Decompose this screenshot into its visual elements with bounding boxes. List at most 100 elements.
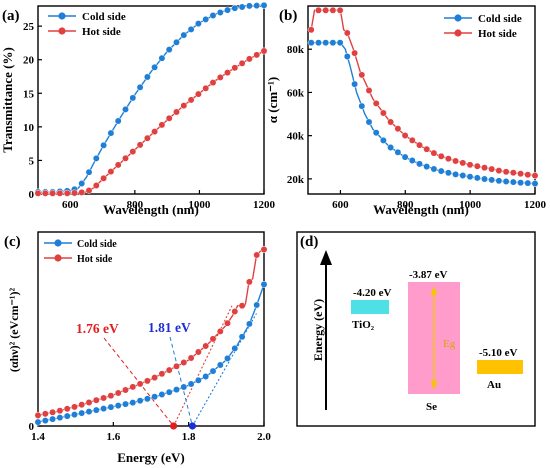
panel-2-series-1-point bbox=[245, 278, 253, 286]
panel-0-series-0-point bbox=[202, 15, 210, 23]
panel-2-series-0-point bbox=[63, 412, 71, 420]
panel-1-series-1-point bbox=[322, 6, 330, 14]
panel-b: (b) 600 800 1000 1200 20k 40k 60k 80k Cold side… bbox=[265, 5, 547, 217]
panel-0-series-0-point bbox=[260, 1, 268, 9]
panel-1-series-0-point bbox=[524, 179, 532, 187]
panel-2-xtick-label-0: 1.4 bbox=[31, 431, 45, 443]
panel-2-series-0-point bbox=[194, 376, 202, 384]
panel-2-series-0-point bbox=[224, 354, 231, 362]
panel-0-series-1-point bbox=[238, 59, 246, 67]
panel-2-series-0-point bbox=[260, 280, 268, 288]
panel-1-xtick-label-3: 1200 bbox=[524, 199, 547, 211]
panel-2-series-0-point bbox=[71, 411, 78, 419]
panel-1-series-0-point bbox=[444, 169, 452, 177]
panel-0-series-1-point bbox=[165, 114, 173, 122]
legend-label-cold-c: Cold side bbox=[77, 239, 117, 250]
panel-1-series-1-point bbox=[517, 170, 525, 178]
legend-marker-hot-b bbox=[454, 29, 462, 37]
panel-1-series-1-point bbox=[416, 141, 423, 149]
panel-2-series-1-point bbox=[180, 359, 188, 366]
panel-0-xtick-label-3: 1200 bbox=[253, 199, 276, 211]
panel-2-series-0-point bbox=[143, 395, 151, 403]
panel-0-series-0-point bbox=[216, 9, 224, 16]
panel-2-series-1-point bbox=[122, 386, 129, 394]
panel-1-series-0-point bbox=[408, 157, 416, 164]
legend-marker-hot bbox=[58, 27, 66, 35]
legend-label-hot-b: Hot side bbox=[478, 28, 517, 40]
leader-1-81 bbox=[169, 336, 193, 427]
panel-1-series-0-point bbox=[459, 172, 467, 179]
panel-2-series-1-point bbox=[49, 408, 57, 416]
panel-0-series-0-point bbox=[245, 2, 253, 10]
panel-0-series-1-point bbox=[100, 174, 108, 182]
panel-2-series-1-point bbox=[231, 308, 239, 315]
panel-1-series-0-point bbox=[387, 144, 395, 151]
panel-2-series-1-point bbox=[143, 377, 151, 385]
panel-0-series-0-point bbox=[158, 54, 166, 62]
panel-1-series-0-point bbox=[452, 170, 460, 178]
legend-label-hot: Hot side bbox=[82, 26, 121, 38]
annotation-1-81-ev: 1.81 eV bbox=[148, 320, 191, 335]
panel-2-series-0-point bbox=[173, 386, 180, 394]
panel-2-series-0-point bbox=[216, 361, 224, 369]
au-label: Au bbox=[487, 379, 501, 391]
panel-1-series-0-point bbox=[358, 102, 366, 110]
panel-b-frame bbox=[307, 5, 536, 195]
panel-0-series-1-point bbox=[194, 90, 202, 98]
panel-0-series-1-point bbox=[63, 189, 71, 197]
panel-2-series-1-point bbox=[107, 392, 115, 400]
panel-2-series-1-point bbox=[41, 410, 49, 418]
panel-1-series-1-point bbox=[379, 109, 387, 117]
bandgap-label: Eg bbox=[443, 338, 456, 350]
energy-axis-arrowhead bbox=[320, 250, 332, 265]
panel-1-series-1-point bbox=[524, 171, 532, 179]
panel-0-series-0-point bbox=[180, 31, 188, 39]
panel-0-series-1-point bbox=[187, 96, 195, 104]
panel-0-series-0-point bbox=[129, 94, 137, 102]
panel-0-series-1-point bbox=[136, 141, 144, 149]
panel-1-ytick-label-0: 20k bbox=[287, 174, 305, 186]
panel-1-series-0-point bbox=[379, 136, 387, 144]
panel-1-series-1-point bbox=[351, 49, 359, 57]
panel-b-xlabel: Wavelength (nm) bbox=[373, 202, 469, 217]
panel-2-series-0-point bbox=[202, 373, 210, 380]
panel-2-series-0-point bbox=[136, 397, 144, 405]
panel-2-series-0-point bbox=[238, 333, 246, 341]
panel-2-series-1-point bbox=[100, 394, 108, 402]
panel-2-series-1-point bbox=[136, 380, 144, 388]
panel-0-series-1-point bbox=[209, 79, 217, 87]
panel-2-series-1-point bbox=[129, 383, 137, 391]
panel-2-xtick-label-3: 2.0 bbox=[257, 431, 271, 443]
panel-1-series-0-point bbox=[394, 148, 402, 156]
panel-0-series-1-point bbox=[143, 134, 151, 142]
panel-1-series-0-point bbox=[372, 129, 380, 137]
legend-label-cold: Cold side bbox=[82, 11, 126, 23]
legend-label-hot-c: Hot side bbox=[77, 254, 113, 265]
panel-0-ytick-label-0: 0 bbox=[29, 189, 35, 201]
panel-2-series-0-point bbox=[85, 408, 93, 416]
panel-1-series-0-point bbox=[495, 177, 503, 185]
panel-1-series-0-point bbox=[517, 179, 525, 187]
panel-d-frame bbox=[296, 231, 536, 427]
panel-1-series-1-point bbox=[444, 155, 452, 163]
panel-2-xtick-label-1: 1.6 bbox=[106, 431, 120, 443]
au-energy-label: -5.10 eV bbox=[479, 347, 518, 359]
legend-marker-cold-c bbox=[54, 239, 62, 247]
panel-b-tag: (b) bbox=[279, 8, 297, 24]
panel-0-xtick-label-1: 800 bbox=[127, 199, 144, 211]
panel-1-series-0-point bbox=[488, 176, 496, 184]
tio2-energy-label: -4.20 eV bbox=[353, 287, 392, 299]
panel-1-series-1-point bbox=[394, 125, 402, 133]
panel-0-series-1-point bbox=[114, 161, 122, 169]
panel-0-series-1-point bbox=[224, 69, 231, 77]
panel-2-series-0-point bbox=[129, 399, 137, 407]
panel-1-series-1-point bbox=[365, 87, 373, 94]
panel-d: (d) Energy (eV) -4.20 eV TiO₂ -3.87 eV E… bbox=[296, 231, 536, 427]
panel-1-series-1-point bbox=[495, 167, 503, 175]
intercept-marker-1-76 bbox=[170, 422, 178, 430]
panel-1-series-0-point bbox=[336, 39, 344, 47]
legend-marker-cold-b bbox=[454, 14, 462, 22]
panel-0-series-1-point bbox=[173, 108, 180, 116]
panel-0-series-1-point bbox=[253, 51, 261, 59]
panel-c-tag: (c) bbox=[4, 234, 21, 250]
